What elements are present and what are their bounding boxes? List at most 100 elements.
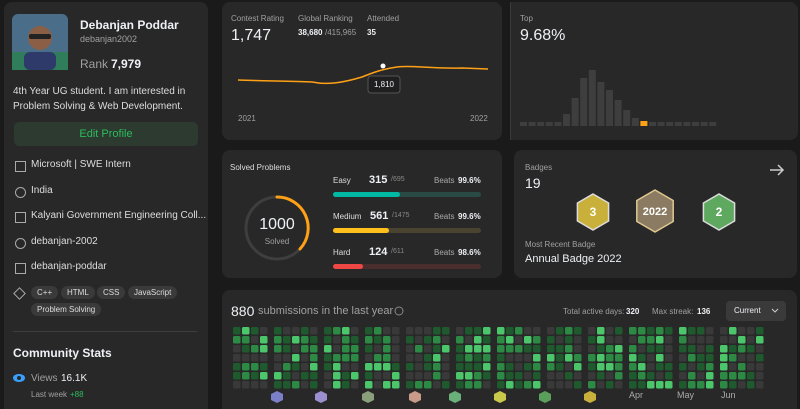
heatmap-cell xyxy=(333,363,341,371)
heatmap-cell xyxy=(374,336,382,344)
heatmap-cell xyxy=(242,345,250,353)
heatmap-cell xyxy=(260,336,268,344)
progress-track xyxy=(333,264,481,269)
heatmap-cell xyxy=(679,381,687,389)
heatmap-cell xyxy=(442,336,450,344)
month-badge-icon xyxy=(584,391,596,403)
detail: Microsoft | SWE Intern xyxy=(31,159,131,170)
heatmap-cell xyxy=(688,336,696,344)
heatmap-cell xyxy=(465,372,473,380)
ranking: 38,680 xyxy=(298,28,323,37)
heatmap-cell xyxy=(456,345,464,353)
heatmap-cell xyxy=(738,345,746,353)
detail: debanjan-2002 xyxy=(31,235,98,247)
heatmap-cell xyxy=(756,354,764,362)
heatmap-cell xyxy=(524,363,532,371)
heatmap-cell xyxy=(483,372,491,380)
heatmap-cell xyxy=(392,327,400,335)
heatmap-cell xyxy=(556,354,564,362)
heatmap-cell xyxy=(547,336,555,344)
heatmap-cell xyxy=(274,381,282,389)
rating-chart xyxy=(237,63,489,94)
heatmap-cell xyxy=(756,372,764,380)
heatmap-cell xyxy=(383,363,391,371)
badges-arrow[interactable] xyxy=(769,163,785,177)
heatmap-cell xyxy=(556,372,564,380)
badge-shape xyxy=(576,193,610,231)
x-end: 2022 xyxy=(470,114,488,123)
heatmap-cell xyxy=(706,354,714,362)
heatmap-cell xyxy=(301,345,309,353)
skill-tag[interactable]: CSS xyxy=(97,286,126,299)
heatmap-cell xyxy=(506,336,514,344)
detail-icon xyxy=(15,212,26,223)
heatmap-cell xyxy=(233,372,241,380)
heatmap-cell xyxy=(547,354,555,362)
heatmap-cell xyxy=(301,363,309,371)
heatmap-cell xyxy=(442,345,450,353)
heatmap-cell xyxy=(474,381,482,389)
heatmap-cell xyxy=(497,372,505,380)
heatmap-cell xyxy=(465,363,473,371)
solved-total-label: Solved xyxy=(264,237,290,246)
heatmap-cell xyxy=(720,363,728,371)
solved-total: 1000 xyxy=(259,216,295,233)
solved-ring xyxy=(244,195,310,261)
heatmap-cell xyxy=(729,354,737,362)
views-label: Views xyxy=(31,373,58,384)
heatmap-cell xyxy=(597,336,605,344)
progress-track xyxy=(333,228,481,233)
heatmap-cell xyxy=(606,345,614,353)
detail: debanjan-poddar xyxy=(31,261,107,272)
heatmap-cell xyxy=(506,354,514,362)
badge-icon[interactable]: 2 xyxy=(700,193,738,231)
heatmap-cell xyxy=(556,363,564,371)
level-total: /1475 xyxy=(392,212,410,219)
badges-count: 19 xyxy=(525,175,541,191)
skill-tag[interactable]: C++ xyxy=(31,286,59,299)
histogram-bar xyxy=(666,122,674,126)
heatmap-cell xyxy=(506,363,514,371)
heatmap-cell xyxy=(656,345,664,353)
skill-tag[interactable]: HTML xyxy=(61,286,95,299)
heatmap-cell xyxy=(406,327,414,335)
heatmap-cell xyxy=(747,354,755,362)
heatmap-cell xyxy=(374,354,382,362)
histogram-bar xyxy=(545,122,553,126)
skill-tag[interactable]: JavaScript xyxy=(128,286,178,299)
level-total: /611 xyxy=(391,248,405,255)
heatmap-cell xyxy=(606,354,614,362)
heatmap-cell xyxy=(424,381,432,389)
heatmap-cell xyxy=(292,363,300,371)
heatmap-cell xyxy=(283,345,291,353)
heatmap-cell xyxy=(747,363,755,371)
badge-icon[interactable]: 3 xyxy=(574,193,612,231)
heatmap-cell xyxy=(274,336,282,344)
heatmap-cell xyxy=(647,354,655,362)
top-label: Top xyxy=(520,14,533,23)
month-badge-icon xyxy=(539,391,551,403)
heatmap-cell xyxy=(638,381,646,389)
recent-badge: Annual Badge 2022 xyxy=(525,253,622,265)
heatmap-cell xyxy=(351,327,359,335)
heatmap-cell xyxy=(310,345,318,353)
heatmap-cell xyxy=(424,327,432,335)
badge-icon[interactable]: 2022 xyxy=(633,189,677,233)
heatmap-cell xyxy=(274,354,282,362)
month-badge-icon xyxy=(315,391,327,403)
heatmap-cell xyxy=(665,354,673,362)
heatmap-cell xyxy=(556,327,564,335)
heatmap-cell xyxy=(524,345,532,353)
heatmap-cell xyxy=(406,381,414,389)
heatmap-cell xyxy=(665,345,673,353)
edit-profile-button[interactable]: Edit Profile xyxy=(14,122,198,146)
heatmap-cell xyxy=(233,327,241,335)
info-icon[interactable] xyxy=(394,306,404,316)
skill-tag[interactable]: Problem Solving xyxy=(31,303,102,316)
select-chevron xyxy=(771,308,779,313)
heatmap-cell xyxy=(333,381,341,389)
period-select[interactable] xyxy=(726,301,786,321)
heatmap-cell xyxy=(301,354,309,362)
heatmap-cell xyxy=(351,354,359,362)
heatmap-cell xyxy=(606,363,614,371)
